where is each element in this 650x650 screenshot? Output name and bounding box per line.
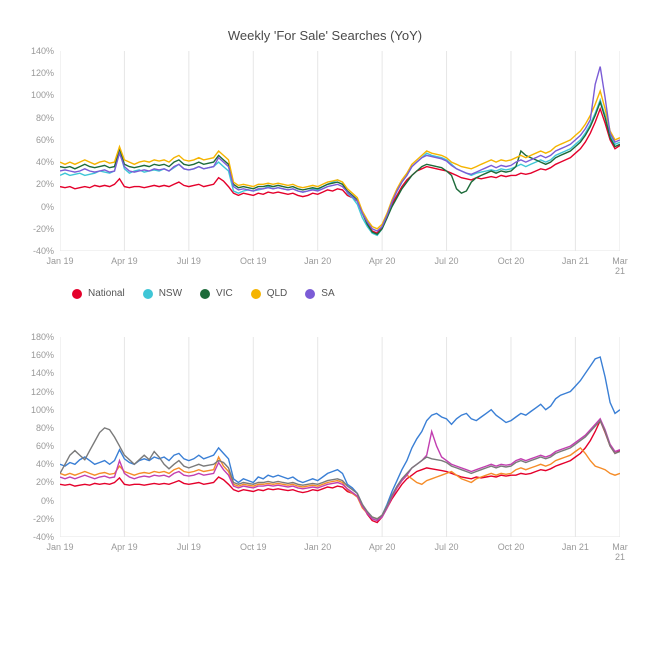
series-vic — [60, 102, 620, 234]
x-axis-label: Jul 20 — [435, 542, 459, 552]
y-axis-label: 40% — [36, 459, 54, 469]
legend-dot-icon — [200, 289, 210, 299]
y-axis-label: 180% — [31, 332, 54, 342]
y-axis-label: 60% — [36, 135, 54, 145]
x-axis-label: Mar 21 — [612, 256, 628, 276]
x-axis-label: Jul 20 — [435, 256, 459, 266]
series-national — [60, 109, 620, 233]
legend-dot-icon — [143, 289, 153, 299]
legend-dot-icon — [251, 289, 261, 299]
legend-label: SA — [321, 288, 334, 299]
x-axis-label: Apr 20 — [369, 542, 396, 552]
x-axis-label: Jul 19 — [177, 542, 201, 552]
x-axis-label: Apr 19 — [111, 256, 138, 266]
legend: National NSW VIC QLD SA — [72, 288, 650, 299]
x-axis-label: Jan 19 — [46, 542, 73, 552]
series-tas — [60, 357, 620, 521]
chart-title: Weekly 'For Sale' Searches (YoY) — [0, 0, 650, 51]
x-axis-label: Jan 21 — [562, 256, 589, 266]
x-axis-label: Jan 21 — [562, 542, 589, 552]
y-axis-label: 0% — [41, 496, 54, 506]
legend-item-national: National — [72, 288, 125, 299]
series-nsw — [60, 100, 620, 236]
y-axis-label: 80% — [36, 113, 54, 123]
y-axis-label: -40% — [33, 532, 54, 542]
y-axis-label: -40% — [33, 246, 54, 256]
series-sa — [60, 67, 620, 231]
y-axis-label: 140% — [31, 368, 54, 378]
y-axis-label: 140% — [31, 46, 54, 56]
x-axis-label: Oct 19 — [240, 256, 267, 266]
y-axis-label: -20% — [33, 514, 54, 524]
legend-label: QLD — [267, 288, 288, 299]
legend-item-sa: SA — [305, 288, 334, 299]
y-axis-label: 20% — [36, 179, 54, 189]
y-axis-label: 160% — [31, 350, 54, 360]
x-axis-label: Jan 20 — [304, 256, 331, 266]
y-axis-label: 120% — [31, 387, 54, 397]
chart-2: -40%-20%0%20%40%60%80%100%120%140%160%18… — [60, 337, 620, 556]
y-axis-label: 20% — [36, 477, 54, 487]
legend-dot-icon — [305, 289, 315, 299]
x-axis-label: Oct 19 — [240, 542, 267, 552]
chart-1: -40%-20%0%20%40%60%80%100%120%140% Jan 1… — [60, 51, 620, 270]
x-axis-label: Oct 20 — [498, 542, 525, 552]
y-axis-label: 40% — [36, 157, 54, 167]
x-axis-label: Oct 20 — [498, 256, 525, 266]
x-axis-label: Jul 19 — [177, 256, 201, 266]
x-axis-label: Apr 20 — [369, 256, 396, 266]
y-axis-label: 100% — [31, 90, 54, 100]
y-axis-label: 80% — [36, 423, 54, 433]
legend-item-nsw: NSW — [143, 288, 182, 299]
legend-item-qld: QLD — [251, 288, 288, 299]
series-wa — [60, 421, 620, 519]
y-axis-label: -20% — [33, 224, 54, 234]
legend-item-vic: VIC — [200, 288, 233, 299]
series-act — [60, 419, 620, 521]
legend-label: VIC — [216, 288, 233, 299]
y-axis-label: 60% — [36, 441, 54, 451]
y-axis-label: 100% — [31, 405, 54, 415]
y-axis-label: 0% — [41, 202, 54, 212]
y-axis-label: 120% — [31, 68, 54, 78]
x-axis-label: Apr 19 — [111, 542, 138, 552]
legend-label: NSW — [159, 288, 182, 299]
legend-label: National — [88, 288, 125, 299]
legend-dot-icon — [72, 289, 82, 299]
x-axis-label: Jan 20 — [304, 542, 331, 552]
x-axis-label: Jan 19 — [46, 256, 73, 266]
x-axis-label: Mar 21 — [612, 542, 628, 562]
